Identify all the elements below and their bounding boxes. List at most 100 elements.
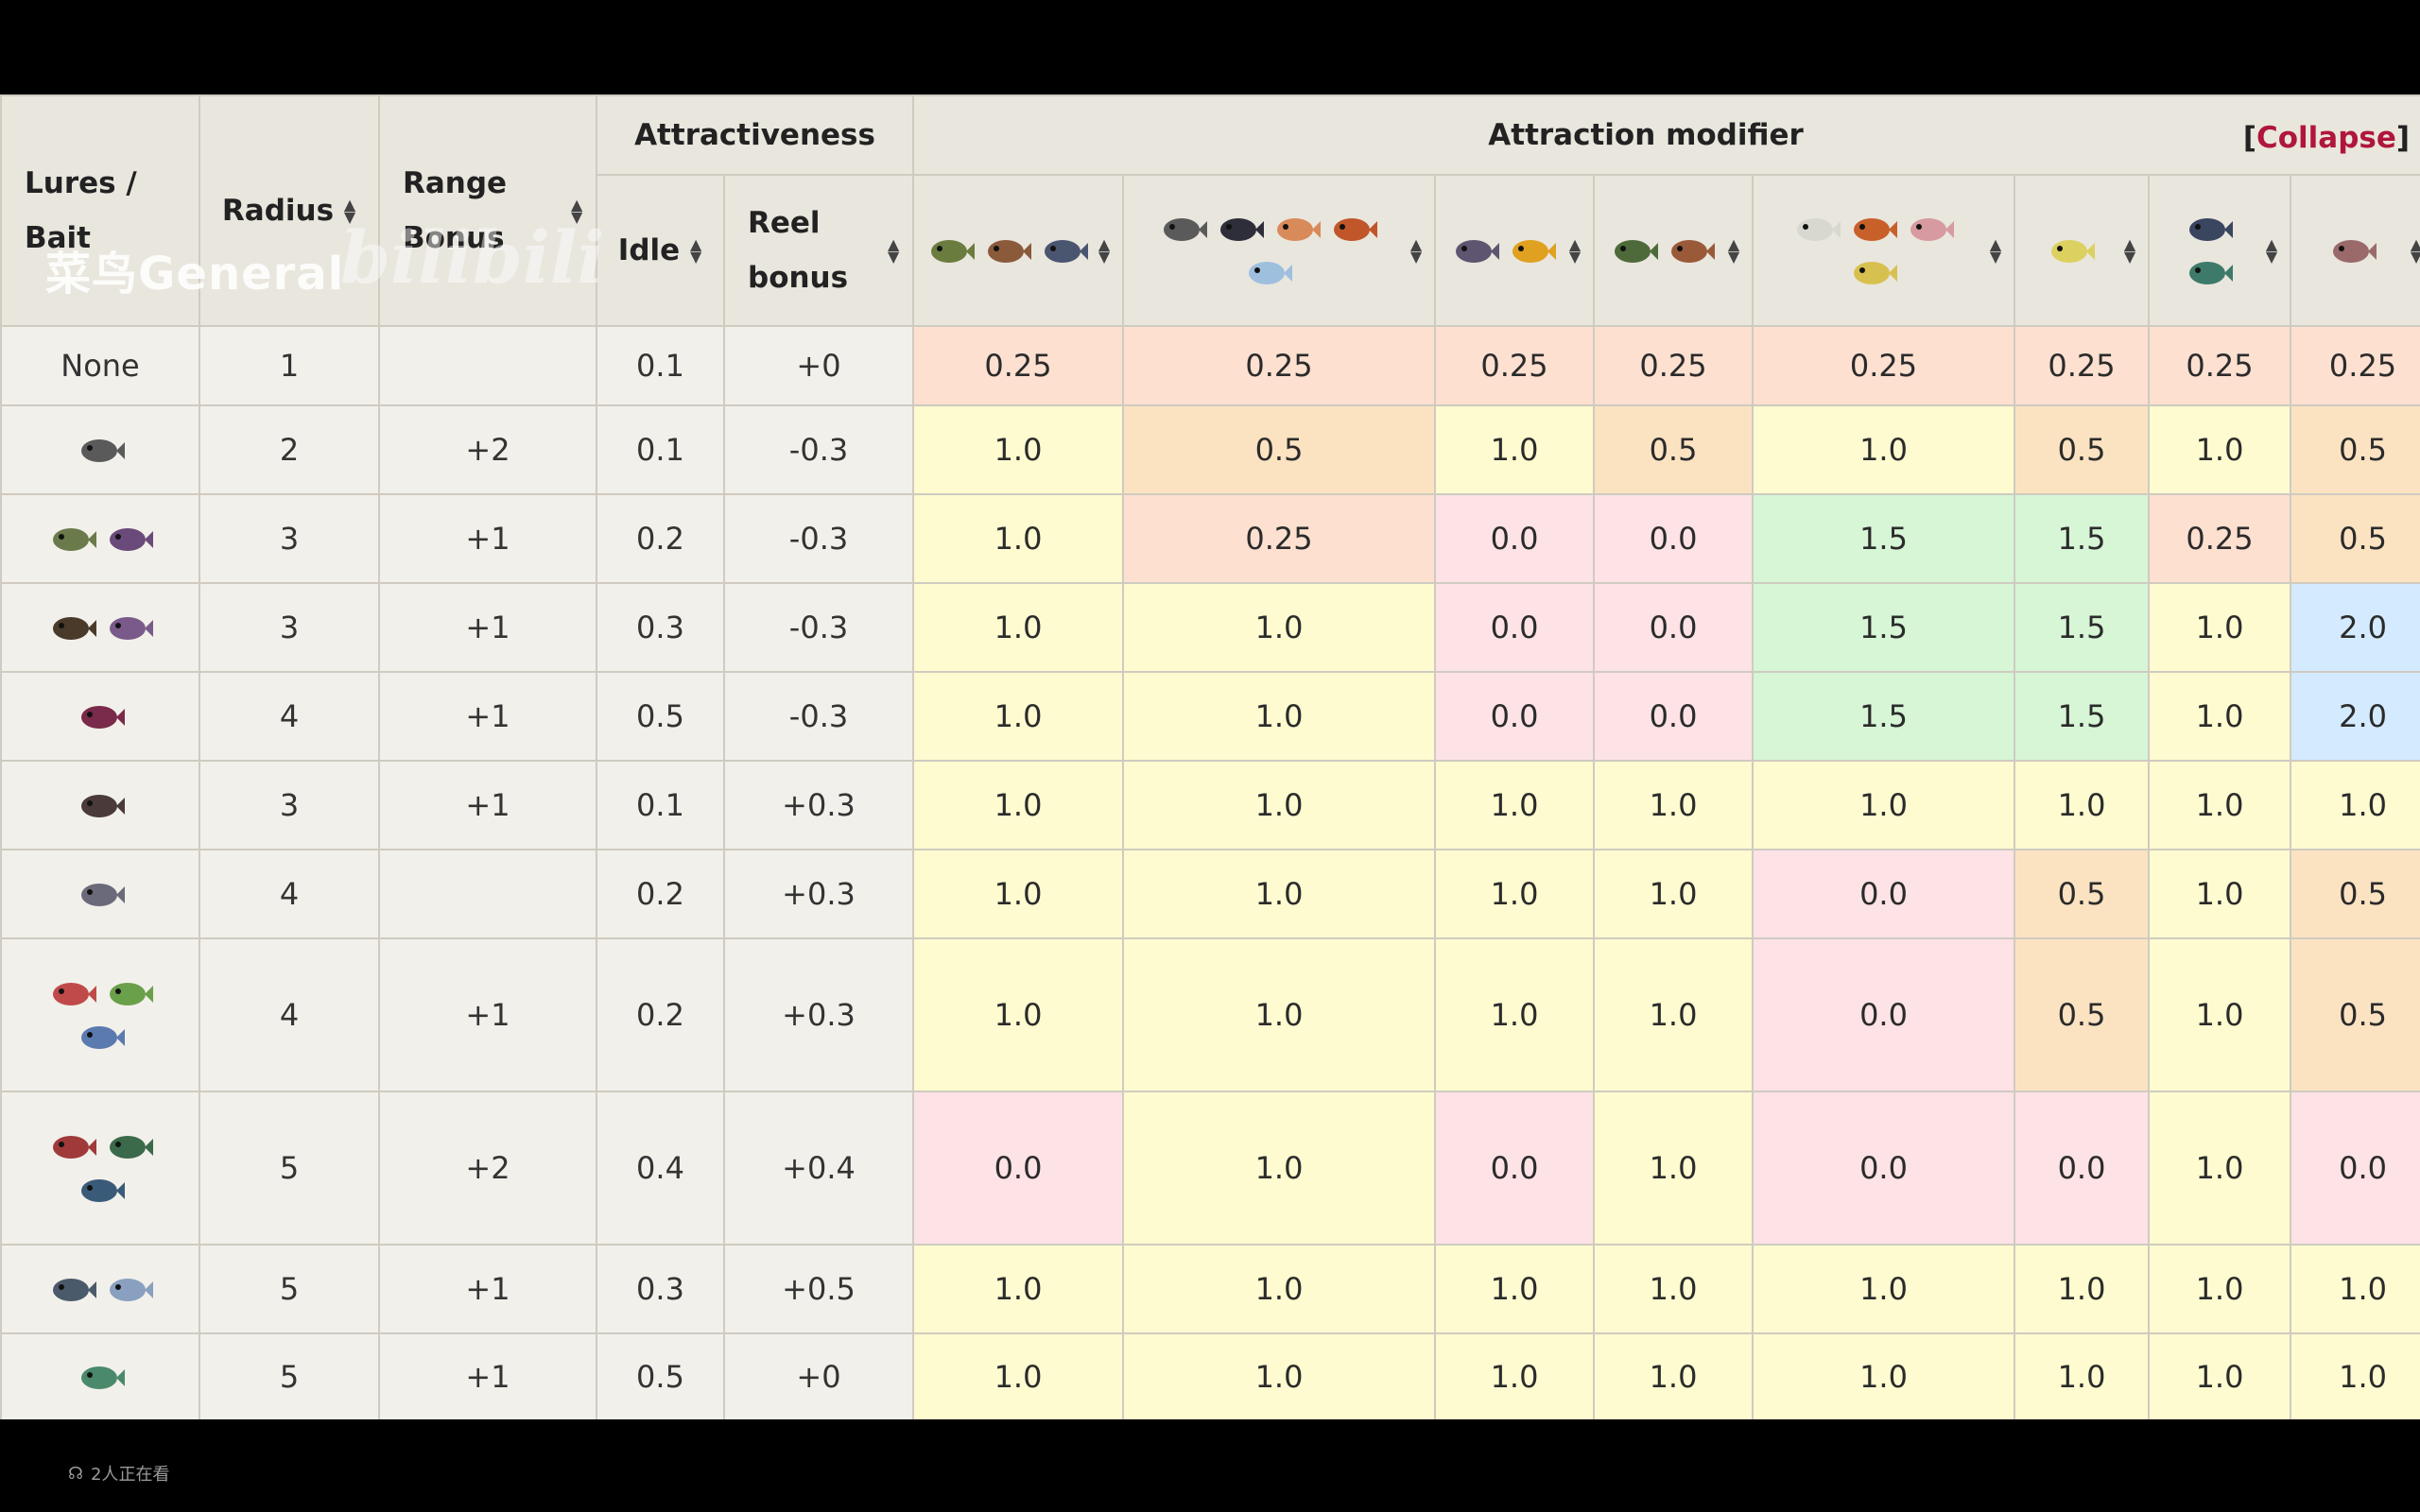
leaf-bait-icon bbox=[53, 528, 96, 551]
col-header-fish-group-2[interactable]: ▲ ▼ bbox=[1122, 174, 1437, 327]
table-row: None 1 0.1 +0 0.25 0.25 0.25 0.25 0.25 0.25 0.25 0.… bbox=[0, 325, 2420, 406]
fish-brown-icon bbox=[988, 240, 1032, 263]
modifier-cell: 1.0 bbox=[912, 582, 1125, 673]
modifier-cell: 0.5 bbox=[1593, 404, 1754, 495]
modifier-cell: 1.0 bbox=[2148, 1091, 2292, 1246]
col-header-reel-bonus[interactable]: Reel bonus ▲ ▼ bbox=[722, 174, 915, 327]
modifier-cell: 0.5 bbox=[2014, 937, 2151, 1092]
col-header-range-bonus[interactable]: Range Bonus ▲ ▼ bbox=[378, 94, 597, 327]
table-row: 4 +1 0.5 -0.3 1.0 1.0 0.0 0.0 1.5 1.5 1.0 2.0 bbox=[0, 671, 2420, 762]
fish-green-icon bbox=[931, 240, 976, 263]
radius-cell: 4 bbox=[199, 937, 380, 1092]
bird-lure-icon bbox=[53, 1279, 96, 1301]
range-bonus-cell: +1 bbox=[378, 760, 597, 850]
col-header-fish-group-6[interactable]: ▲ ▼ bbox=[2014, 174, 2151, 327]
sort-icon: ▲ ▼ bbox=[2410, 235, 2420, 266]
col-header-fish-group-4[interactable]: ▲ ▼ bbox=[1593, 174, 1754, 327]
fishing-table-panel: 菜鸟General bilibili Lures / Bait Radius ▲ ▼… bbox=[0, 94, 2420, 1419]
fish-orange-icon bbox=[1277, 218, 1322, 241]
modifier-cell: 2.0 bbox=[2290, 671, 2420, 762]
modifier-cell: 1.0 bbox=[1593, 937, 1754, 1092]
col-header-fish-group-5[interactable]: ▲ ▼ bbox=[1752, 174, 2016, 327]
range-bonus-cell: +1 bbox=[378, 1332, 597, 1419]
modifier-cell: 0.25 bbox=[912, 325, 1125, 406]
modifier-cell: 1.0 bbox=[2148, 937, 2292, 1092]
modifier-cell: 1.0 bbox=[2148, 849, 2292, 939]
col-header-fish-group-3[interactable]: ▲ ▼ bbox=[1434, 174, 1596, 327]
sort-icon: ▲ ▼ bbox=[2265, 235, 2278, 266]
radius-cell: 1 bbox=[199, 325, 380, 406]
range-bonus-label: Range Bonus bbox=[403, 166, 508, 255]
fish-teal-icon bbox=[2189, 262, 2234, 284]
modifier-cell: 0.25 bbox=[2148, 493, 2292, 584]
red-bobber-lure-icon bbox=[53, 1136, 96, 1159]
modifier-cell: 1.5 bbox=[2014, 582, 2151, 673]
modifier-cell: 0.0 bbox=[1752, 1091, 2016, 1246]
modifier-cell: 1.0 bbox=[2290, 760, 2420, 850]
table-row: 2 +2 0.1 -0.3 1.0 0.5 1.0 0.5 1.0 0.5 1.0 0.5 bbox=[0, 404, 2420, 495]
onion-bait-icon bbox=[81, 706, 125, 729]
bait-label: None bbox=[60, 348, 140, 384]
radius-cell: 4 bbox=[199, 849, 380, 939]
col-header-radius[interactable]: Radius ▲ ▼ bbox=[199, 94, 380, 327]
bilibili-logo: bilibili bbox=[340, 215, 605, 300]
fish-yellow-small-icon bbox=[2051, 240, 2096, 263]
table-row: 4 +1 0.2 +0.3 1.0 1.0 1.0 1.0 0.0 0.5 1.0 0.5 bbox=[0, 937, 2420, 1092]
watermark-text: 菜鸟General bbox=[45, 248, 345, 301]
sort-icon: ▲ ▼ bbox=[1727, 235, 1740, 266]
idle-cell: 0.1 bbox=[596, 404, 725, 495]
berry-bait-icon bbox=[110, 528, 153, 551]
rock-bait-icon bbox=[81, 439, 125, 462]
reel-bonus-cell: +0.4 bbox=[722, 1091, 915, 1246]
bait-cell bbox=[0, 760, 200, 850]
reel-bonus-cell: -0.3 bbox=[722, 493, 915, 584]
modifier-cell: 1.0 bbox=[1122, 582, 1437, 673]
modifier-cell: 0.5 bbox=[2290, 404, 2420, 495]
idle-cell: 0.3 bbox=[596, 1244, 725, 1334]
table-row: 5 +1 0.3 +0.5 1.0 1.0 1.0 1.0 1.0 1.0 1.0 1.0 bbox=[0, 1244, 2420, 1334]
col-header-lures-bait[interactable]: Lures / Bait bbox=[0, 94, 200, 327]
collapse-link[interactable]: Collapse bbox=[2256, 121, 2396, 155]
col-header-fish-group-7[interactable]: ▲ ▼ bbox=[2148, 174, 2292, 327]
bait-cell bbox=[0, 937, 200, 1092]
fish-purple-icon bbox=[1456, 240, 1500, 263]
modifier-cell: 1.0 bbox=[912, 493, 1125, 584]
idle-label: Idle bbox=[617, 233, 681, 267]
attraction-modifier-label: Attraction modifier bbox=[1488, 118, 1804, 152]
green-bobber-lure-icon bbox=[110, 1136, 153, 1159]
reel-bonus-cell: -0.3 bbox=[722, 671, 915, 762]
col-header-fish-group-8[interactable]: ▲ ▼ bbox=[2290, 174, 2420, 327]
radius-label: Radius bbox=[221, 194, 335, 228]
range-bonus-cell: +1 bbox=[378, 1244, 597, 1334]
col-header-idle[interactable]: Idle ▲ ▼ bbox=[596, 174, 725, 327]
range-bonus-cell: +2 bbox=[378, 1091, 597, 1246]
viewers-icon: ☊ bbox=[68, 1463, 83, 1484]
modifier-cell: 1.5 bbox=[2014, 493, 2151, 584]
modifier-cell: 1.0 bbox=[2148, 1332, 2292, 1419]
modifier-cell: 1.0 bbox=[1122, 849, 1437, 939]
fish-pink-icon bbox=[1910, 218, 1954, 241]
modifier-cell: 1.0 bbox=[912, 1332, 1125, 1419]
idle-cell: 0.1 bbox=[596, 325, 725, 406]
modifier-cell: 2.0 bbox=[2290, 582, 2420, 673]
fish-brown-dark-icon bbox=[1671, 240, 1716, 263]
col-header-fish-group-1[interactable]: ▲ ▼ bbox=[912, 174, 1125, 327]
collapse-toggle: [Collapse] bbox=[2242, 121, 2411, 155]
bait-cell bbox=[0, 582, 200, 673]
modifier-cell: 1.0 bbox=[1122, 1244, 1437, 1334]
modifier-cell: 1.0 bbox=[912, 849, 1125, 939]
modifier-cell: 1.0 bbox=[1122, 671, 1437, 762]
modifier-cell: 0.0 bbox=[912, 1091, 1125, 1246]
spider-lure-icon bbox=[81, 795, 125, 817]
idle-cell: 0.5 bbox=[596, 1332, 725, 1419]
modifier-cell: 1.0 bbox=[2014, 1332, 2151, 1419]
radius-cell: 3 bbox=[199, 760, 380, 850]
sort-icon: ▲ ▼ bbox=[343, 195, 356, 226]
seeds-bait-icon bbox=[53, 617, 96, 640]
blue-bobber-lure-icon bbox=[81, 1179, 125, 1202]
modifier-cell: 1.0 bbox=[2290, 1244, 2420, 1334]
modifier-cell: 1.0 bbox=[1752, 404, 2016, 495]
glow-lure-icon bbox=[81, 1366, 125, 1389]
idle-cell: 0.4 bbox=[596, 1091, 725, 1246]
modifier-cell: 1.0 bbox=[1593, 760, 1754, 850]
